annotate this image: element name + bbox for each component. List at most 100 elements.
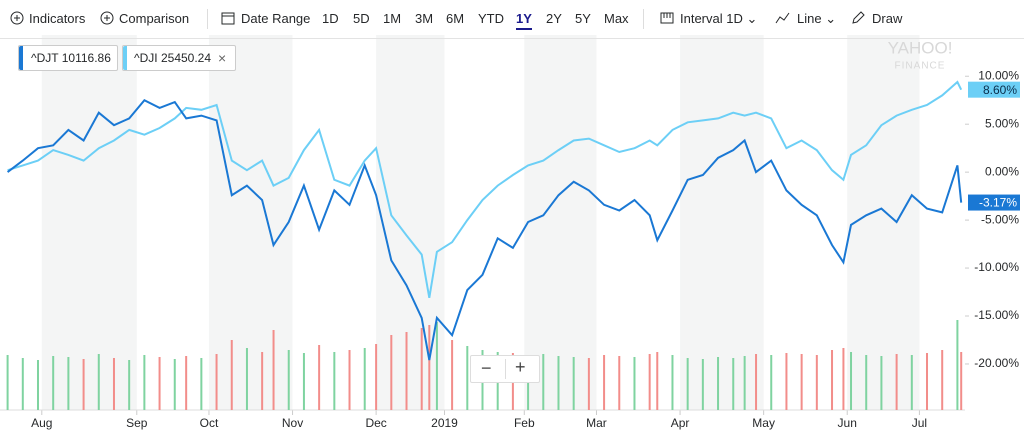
month-band [847,35,920,410]
volume-bar [755,354,758,410]
volume-bar [850,352,853,410]
range-button[interactable]: YTD [478,11,504,26]
x-tick-label: Sep [126,416,148,430]
volume-bar [348,350,351,410]
volume-bar [185,356,188,410]
x-tick-label: Apr [671,416,690,430]
interval-button[interactable]: Interval 1D ⌄ [680,11,758,26]
separator [207,9,208,29]
range-button[interactable]: 1Y [516,11,532,30]
volume-bar [865,355,868,410]
month-band [680,35,764,410]
volume-bar [428,325,431,410]
volume-bar [960,352,963,410]
range-button[interactable]: Max [604,11,629,26]
indicators-button[interactable]: Indicators [29,11,86,26]
volume-bar [215,354,218,410]
x-tick-label: Feb [514,416,535,430]
volume-bar [143,355,146,410]
volume-bar [230,340,233,410]
x-tick-label: Nov [282,416,303,430]
volume-bar [618,356,621,410]
volume-bar [842,348,845,410]
close-button[interactable]: × [218,50,227,66]
line-button[interactable]: Line ⌄ [797,11,837,26]
volume-bar [671,355,674,410]
volume-bar [200,358,203,410]
month-band [376,35,445,410]
volume-bar [926,353,929,410]
volume-bar [287,350,290,410]
volume-bar [656,352,659,410]
legend-item[interactable]: ^DJT 10116.86 [18,45,118,71]
volume-bar [732,358,735,410]
volume-bar [880,356,883,410]
volume-bar [435,322,438,410]
watermark-brand: YAHOO! [888,38,953,57]
volume-bar [466,346,469,410]
icon [775,12,790,24]
icon [100,11,114,25]
volume-bar [941,350,944,410]
volume-bar [52,356,55,410]
volume-bar [648,354,651,410]
icon [852,11,865,24]
volume-bar [451,340,454,410]
range-button[interactable]: 5D [353,11,370,26]
volume-bar [895,354,898,410]
legend-item[interactable]: ^DJI 25450.24 × [122,45,236,71]
volume-bar [743,356,746,410]
legend-swatch [19,46,23,70]
volume-bar [21,358,24,410]
month-band [41,35,137,410]
volume-bar [36,360,39,410]
volume-bar [97,354,100,410]
series-line [6,98,963,361]
x-tick-label: 2019 [431,416,458,430]
range-button[interactable]: 2Y [546,11,562,26]
comparison-button[interactable]: Comparison [119,11,190,26]
value-badge [968,194,1020,211]
volume-bar [6,355,9,410]
toolbar: Indicators Comparison Date Range Interva… [0,0,1024,39]
volume-bar [701,359,704,410]
volume-bar [717,357,720,410]
volume-bar [158,357,161,410]
volume-bar [67,357,70,410]
icon [660,12,674,24]
volume-bar [272,330,275,410]
range-button[interactable]: 1M [383,11,402,26]
month-band [524,35,597,410]
volume-bar [572,357,575,410]
zoom-out-button[interactable]: − [481,358,492,378]
y-tick-label: 5.00% [985,116,1019,130]
range-button[interactable]: 6M [446,11,465,26]
x-tick-label: Jul [912,416,927,430]
value-badge-label: 8.60% [983,83,1017,97]
range-button[interactable]: 3M [415,11,434,26]
volume-bar [375,344,378,410]
volume-bar [785,353,788,410]
range-button[interactable]: 5Y [575,11,591,26]
volume-bar [261,352,264,410]
range-button[interactable]: 1D [322,11,339,26]
x-tick-label: Aug [31,416,52,430]
zoom-control: − + [470,355,540,383]
volume-bar [112,358,115,410]
icon [221,12,235,25]
draw-button[interactable]: Draw [872,11,903,26]
zoom-in-button[interactable]: + [515,357,526,377]
volume-bar [363,348,366,410]
x-tick-label: Jun [838,416,857,430]
date-range-button[interactable]: Date Range [241,11,311,26]
x-tick-label: Mar [586,416,607,430]
y-tick-label: -10.00% [974,260,1019,274]
volume-bar [245,348,248,410]
month-band [208,35,293,410]
volume-bar [128,360,131,410]
volume-bar [815,355,818,410]
x-tick-label: Dec [365,416,386,430]
y-tick-label: 0.00% [985,164,1019,178]
series-line [7,80,963,298]
